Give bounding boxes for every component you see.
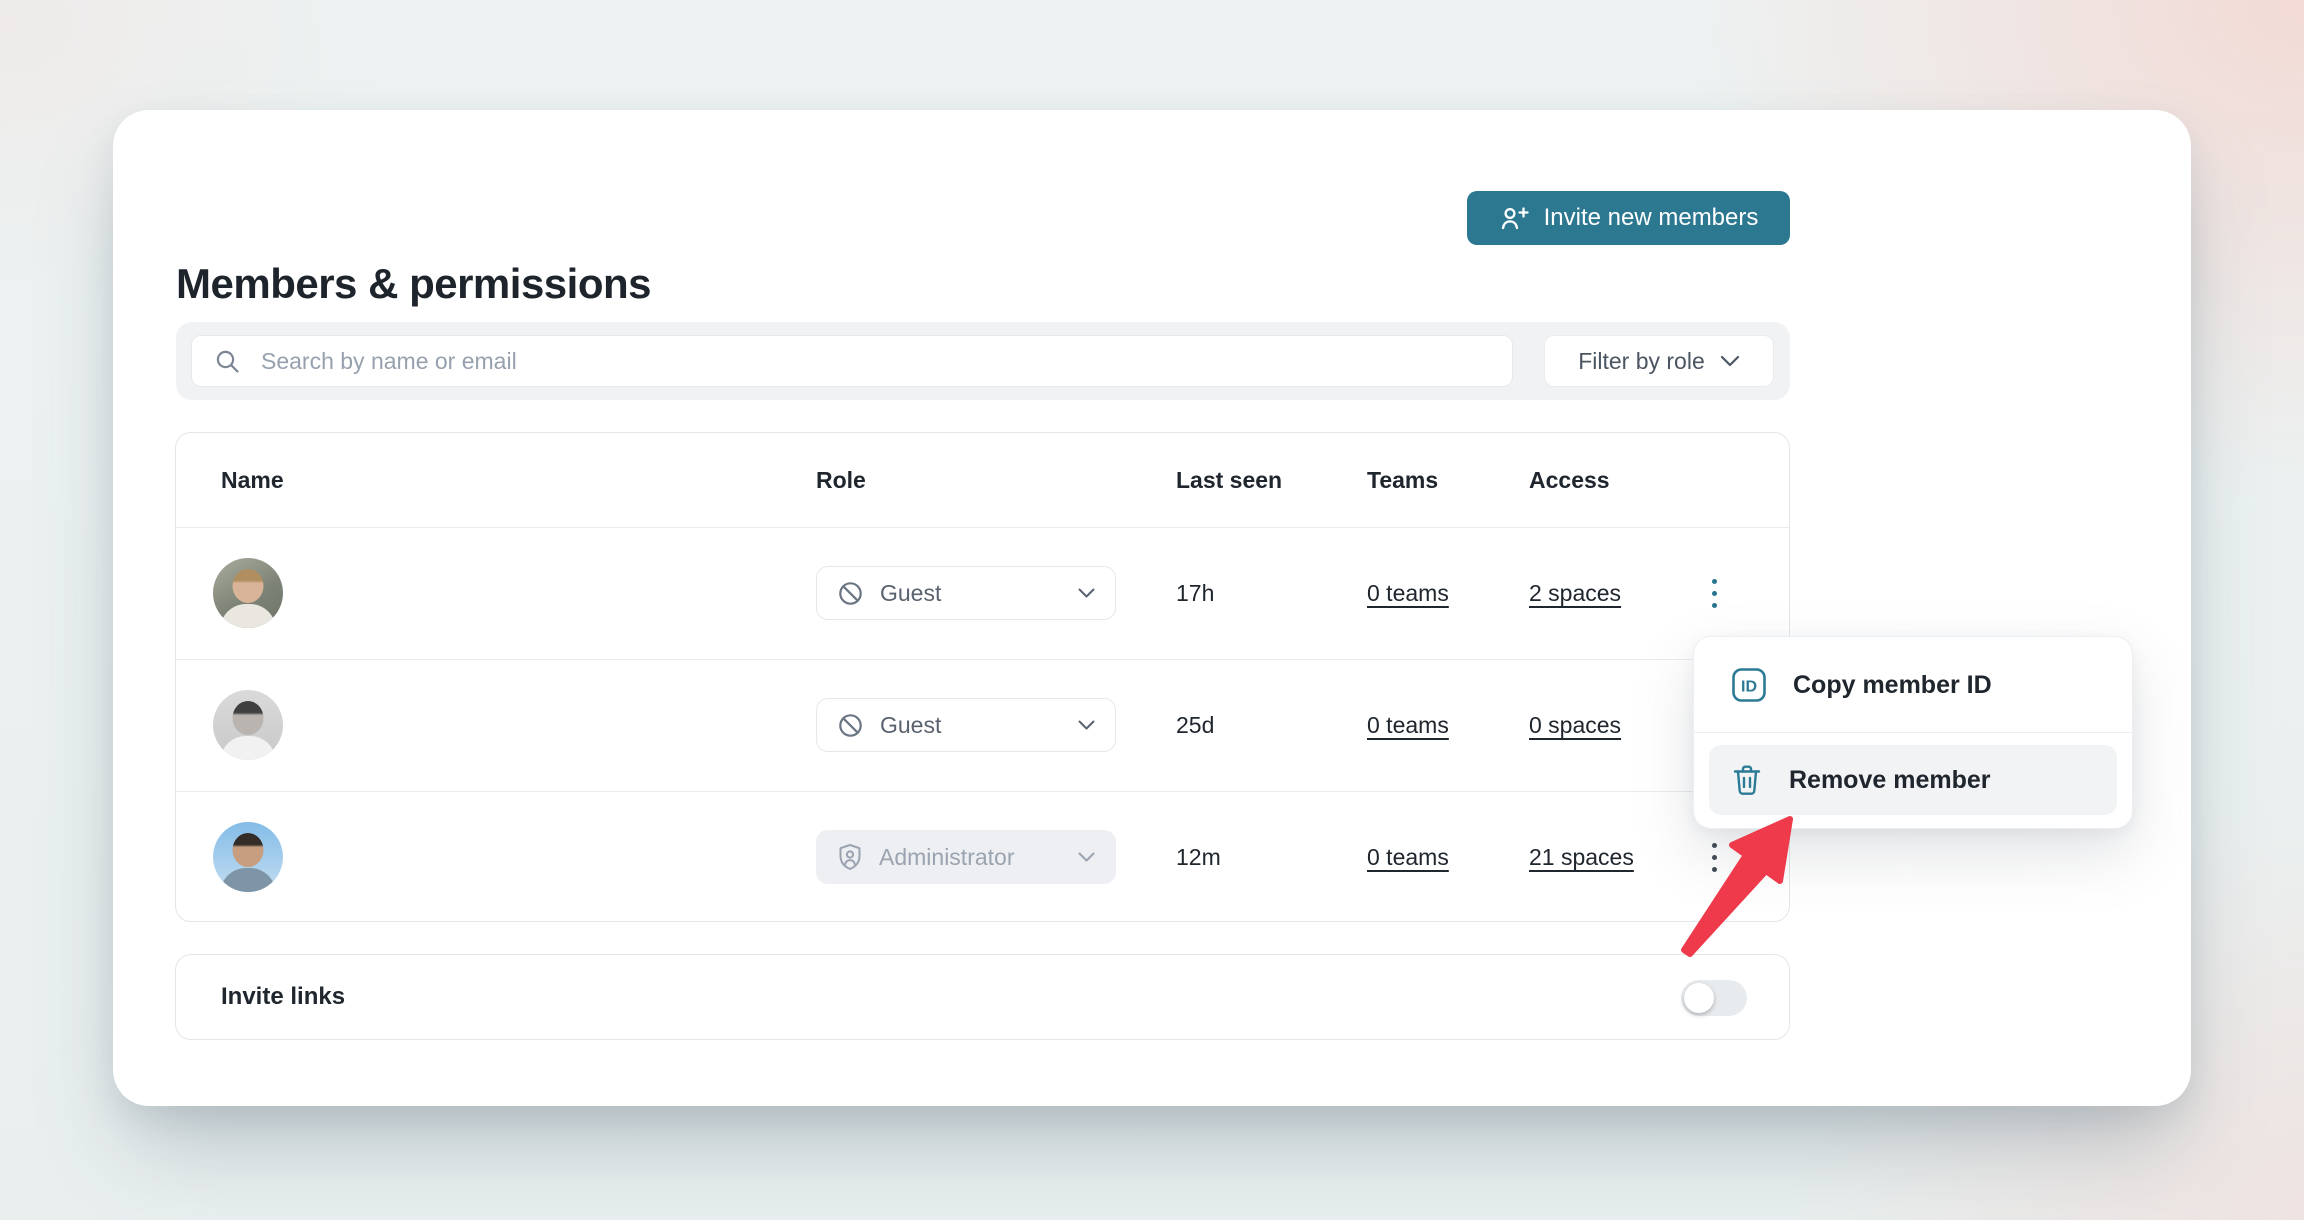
annotation-arrow <box>1681 816 1793 957</box>
invite-new-members-label: Invite new members <box>1543 204 1759 231</box>
members-table: Name Role Last seen Teams Access <box>175 432 1790 922</box>
search-box <box>191 335 1513 387</box>
invite-links-section: Invite links <box>175 954 1790 1040</box>
column-header-last-seen: Last seen <box>1176 466 1283 493</box>
access-spaces-link[interactable]: 2 spaces <box>1529 579 1622 606</box>
role-select[interactable]: Administrator <box>816 830 1116 884</box>
access-spaces-link[interactable]: 21 spaces <box>1529 843 1634 870</box>
chevron-down-icon <box>1720 355 1740 367</box>
trash-icon <box>1731 763 1763 798</box>
search-icon <box>214 348 241 375</box>
chevron-down-icon <box>1078 588 1095 598</box>
member-avatar <box>213 558 283 628</box>
row-divider <box>176 791 1789 792</box>
member-avatar <box>213 822 283 892</box>
filter-by-role-dropdown[interactable]: Filter by role <box>1544 335 1774 387</box>
teams-link[interactable]: 0 teams <box>1367 843 1449 870</box>
table-row: Guest 17h 0 teams 2 spaces <box>176 527 1789 659</box>
role-select[interactable]: Guest <box>816 566 1116 620</box>
no-entry-icon <box>837 580 864 607</box>
menu-item-label: Remove member <box>1789 765 1991 794</box>
page-title: Members & permissions <box>176 260 652 307</box>
access-spaces-link[interactable]: 0 spaces <box>1529 711 1622 738</box>
row-divider <box>176 659 1789 660</box>
column-header-role: Role <box>816 466 866 493</box>
menu-item-label: Copy member ID <box>1793 670 1992 699</box>
filter-by-role-label: Filter by role <box>1578 347 1705 374</box>
column-header-access: Access <box>1529 466 1610 493</box>
role-select-value: Guest <box>880 711 942 738</box>
table-row: Administrator 12m 0 teams 21 spaces <box>176 791 1789 923</box>
toolbar: Filter by role <box>176 322 1790 400</box>
column-header-name: Name <box>221 466 284 493</box>
member-avatar <box>213 690 283 760</box>
row-menu-kebab-icon[interactable] <box>1700 831 1729 884</box>
last-seen-value: 25d <box>1176 711 1215 738</box>
settings-card: Members & permissions Manage permissions… <box>113 110 2191 1106</box>
role-select-value: Administrator <box>879 843 1015 870</box>
invite-new-members-button[interactable]: Invite new members <box>1467 191 1790 245</box>
menu-divider <box>1694 732 2132 733</box>
chevron-down-icon <box>1078 852 1095 862</box>
column-header-teams: Teams <box>1367 466 1439 493</box>
search-input[interactable] <box>259 346 1496 376</box>
row-menu-kebab-icon[interactable] <box>1700 567 1729 620</box>
teams-link[interactable]: 0 teams <box>1367 579 1449 606</box>
last-seen-value: 12m <box>1176 843 1221 870</box>
last-seen-value: 17h <box>1176 579 1215 606</box>
no-entry-icon <box>837 712 864 739</box>
menu-item-remove-member[interactable]: Remove member <box>1709 745 2117 815</box>
row-divider <box>176 527 1789 528</box>
shield-person-icon <box>837 843 863 872</box>
row-context-menu: ID Copy member ID Remove member <box>1693 636 2133 829</box>
toggle-knob <box>1684 983 1714 1013</box>
role-select-value: Guest <box>880 579 942 606</box>
chevron-down-icon <box>1078 720 1095 730</box>
role-select[interactable]: Guest <box>816 698 1116 752</box>
id-badge-text: ID <box>1741 679 1757 696</box>
invite-links-label: Invite links <box>221 983 346 1010</box>
invite-links-toggle[interactable] <box>1681 980 1747 1016</box>
table-row: Guest 25d 0 teams 0 spaces <box>176 659 1789 791</box>
id-badge-icon: ID <box>1731 667 1767 703</box>
menu-item-copy-member-id[interactable]: ID Copy member ID <box>1709 650 2117 720</box>
teams-link[interactable]: 0 teams <box>1367 711 1449 738</box>
person-plus-icon <box>1499 205 1529 232</box>
